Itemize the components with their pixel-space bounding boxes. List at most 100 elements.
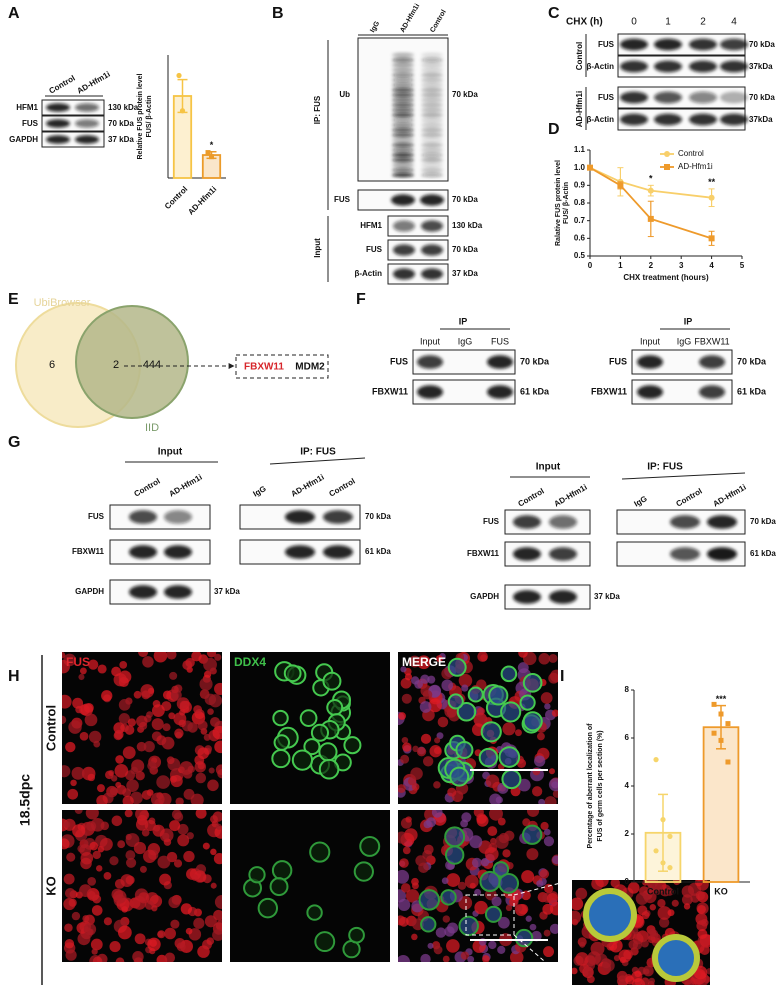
nucleus bbox=[212, 725, 222, 740]
nucleus bbox=[63, 873, 75, 885]
nucleus bbox=[62, 694, 72, 709]
row-label: FBXW11 bbox=[591, 386, 627, 396]
x-tick-label: Control bbox=[647, 886, 679, 896]
nucleus bbox=[399, 858, 409, 868]
nucleus bbox=[400, 666, 407, 673]
nucleus bbox=[133, 841, 147, 855]
nucleus bbox=[210, 882, 217, 889]
row-label: Control bbox=[43, 705, 58, 751]
size-label: 61 kDa bbox=[750, 549, 776, 558]
data-point bbox=[587, 164, 593, 171]
blot-band bbox=[549, 547, 577, 561]
germ-cell bbox=[456, 702, 477, 722]
nucleus bbox=[182, 660, 193, 670]
nucleus bbox=[111, 666, 121, 677]
data-point bbox=[617, 182, 624, 189]
nucleus bbox=[117, 925, 132, 940]
blot-band bbox=[417, 385, 443, 399]
nucleus bbox=[697, 904, 706, 914]
germ-cell bbox=[447, 657, 467, 677]
nucleus bbox=[441, 877, 449, 885]
nucleus bbox=[78, 673, 85, 681]
blot-frame bbox=[109, 539, 211, 565]
blot-band bbox=[689, 60, 717, 73]
nucleus bbox=[526, 848, 539, 861]
size-label: 37kDa bbox=[749, 115, 773, 124]
nucleus bbox=[161, 736, 175, 750]
blot-band bbox=[421, 67, 443, 73]
nucleus bbox=[587, 951, 601, 965]
lane-label: FBXW11 bbox=[694, 336, 729, 346]
germ-cell bbox=[326, 699, 344, 716]
nucleus bbox=[572, 967, 578, 975]
row-label: FBXW11 bbox=[467, 549, 500, 558]
blot-band bbox=[417, 355, 443, 369]
nucleus bbox=[551, 709, 558, 717]
lane-label: 1 bbox=[665, 17, 671, 28]
nucleus bbox=[419, 701, 432, 713]
nucleus bbox=[132, 895, 147, 910]
nucleus bbox=[118, 699, 131, 711]
x-tick-label: 4 bbox=[709, 261, 714, 270]
row-label: FUS bbox=[390, 356, 408, 366]
nucleus bbox=[458, 673, 473, 688]
blot-band bbox=[393, 220, 415, 232]
row-label: HFM1 bbox=[360, 221, 382, 230]
nucleus bbox=[410, 767, 423, 780]
blot-band bbox=[421, 137, 443, 143]
blot-band bbox=[513, 590, 541, 604]
nucleus bbox=[87, 876, 97, 886]
panel-label: F bbox=[356, 291, 366, 308]
micrograph bbox=[398, 810, 558, 962]
group-label: IP bbox=[459, 316, 468, 326]
germ-cell bbox=[500, 701, 522, 723]
nucleus bbox=[141, 790, 152, 800]
x-tick-label: 5 bbox=[740, 261, 745, 270]
blot-band bbox=[487, 355, 513, 369]
nucleus bbox=[398, 784, 406, 793]
nucleus bbox=[70, 779, 77, 787]
nucleus bbox=[398, 898, 411, 912]
nucleus bbox=[648, 977, 656, 985]
panel-label: C bbox=[548, 5, 560, 22]
blot-band bbox=[392, 147, 414, 153]
x-tick-label: KO bbox=[714, 886, 728, 896]
nucleus bbox=[435, 927, 447, 938]
nucleus bbox=[422, 689, 433, 700]
count: 2 bbox=[113, 359, 119, 371]
data-point bbox=[647, 187, 654, 194]
nucleus bbox=[213, 852, 222, 865]
nucleus bbox=[180, 903, 193, 915]
nucleus bbox=[199, 677, 213, 691]
nucleus bbox=[583, 966, 594, 977]
nucleus bbox=[177, 834, 190, 847]
blot-band bbox=[392, 97, 414, 103]
nucleus bbox=[602, 959, 615, 972]
germ-cell bbox=[500, 665, 518, 683]
nucleus bbox=[109, 787, 118, 796]
nucleus bbox=[170, 919, 180, 929]
data-point bbox=[660, 817, 666, 823]
nucleus bbox=[204, 693, 217, 706]
germ-cell bbox=[498, 746, 521, 768]
blot-band bbox=[392, 162, 414, 168]
nucleus bbox=[183, 788, 195, 800]
data-point bbox=[725, 721, 731, 727]
gene: FBXW11 bbox=[244, 362, 284, 373]
germ-cell bbox=[488, 685, 509, 706]
germ-cell bbox=[322, 671, 342, 691]
nucleus bbox=[203, 733, 211, 741]
nucleus bbox=[96, 784, 105, 793]
blot-band bbox=[549, 515, 577, 529]
germ-cell bbox=[447, 693, 464, 710]
nucleus bbox=[539, 869, 550, 879]
nucleus bbox=[103, 871, 112, 880]
nucleus bbox=[651, 883, 663, 895]
group-label: Control bbox=[575, 42, 584, 70]
nucleus bbox=[62, 652, 66, 659]
nucleus bbox=[169, 820, 181, 832]
group-label: Input bbox=[313, 238, 322, 258]
nucleus bbox=[115, 755, 124, 764]
nucleus bbox=[170, 775, 183, 788]
blot-band bbox=[513, 515, 541, 529]
